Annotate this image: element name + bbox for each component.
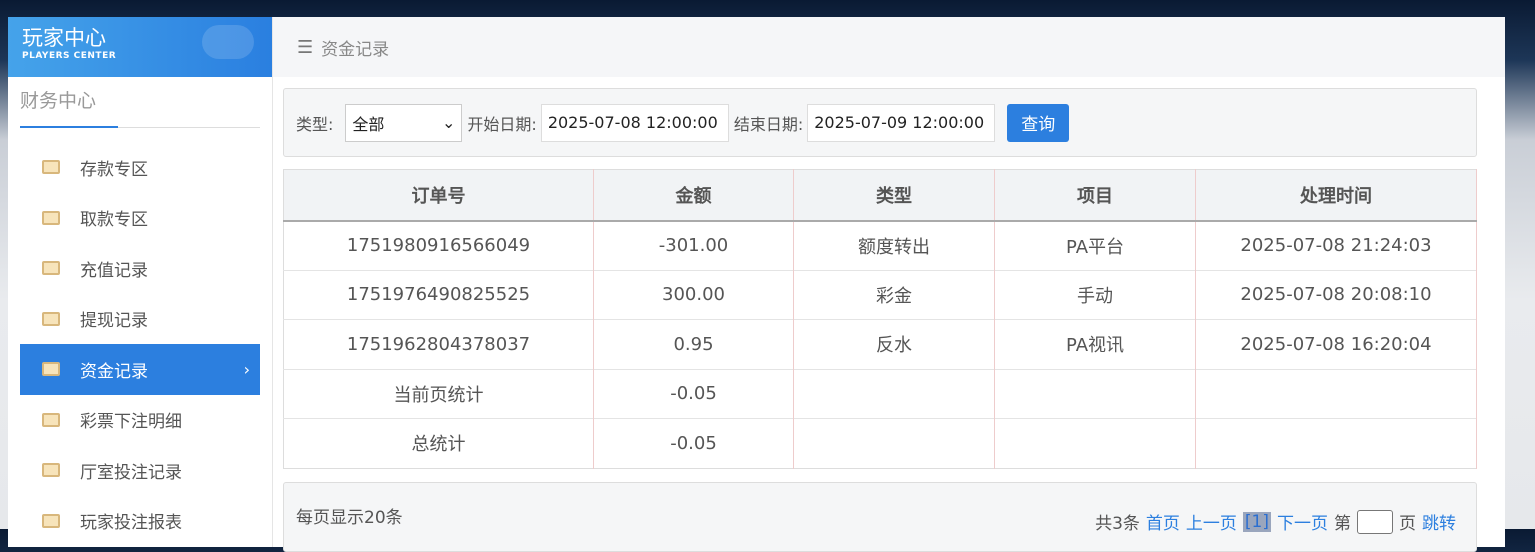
sidebar-item-label: 存款专区 bbox=[80, 159, 148, 180]
first-page-link[interactable]: 首页 bbox=[1145, 514, 1180, 534]
table-cell: 当前页统计 bbox=[283, 368, 594, 419]
table-cell: 0.95 bbox=[593, 319, 794, 369]
table-header: 订单号 金额 类型 项目 处理时间 bbox=[283, 169, 1477, 222]
col-item: 项目 bbox=[994, 169, 1196, 222]
table-cell: -0.05 bbox=[593, 418, 794, 468]
start-date-label: 开始日期: bbox=[467, 114, 537, 134]
table-cell: 2025-07-08 20:08:10 bbox=[1195, 269, 1477, 320]
deposit-card-icon bbox=[42, 160, 60, 175]
table-cell: 额度转出 bbox=[793, 220, 995, 270]
fund-records-table: 订单号 金额 类型 项目 处理时间 1751980916566049 -301.0… bbox=[283, 169, 1477, 469]
gamepad-icon bbox=[202, 25, 254, 59]
type-select[interactable]: 全部 ⌄ bbox=[345, 103, 463, 142]
jump-link[interactable]: 跳转 bbox=[1422, 514, 1456, 534]
page-prefix: 第 bbox=[1334, 514, 1351, 534]
page-suffix: 页 bbox=[1399, 514, 1416, 534]
table-row: 1751976490825525 300.00 彩金 手动 2025-07-08 20:… bbox=[283, 269, 1477, 320]
type-value: 全部 bbox=[352, 114, 385, 134]
page-number-input[interactable] bbox=[1357, 509, 1393, 534]
table-row: 当前页统计 -0.05 bbox=[283, 368, 1477, 419]
sidebar-item-deposit[interactable]: 存款专区 bbox=[20, 142, 260, 193]
sidebar-item-label: 充值记录 bbox=[80, 260, 148, 281]
money-bag-icon bbox=[42, 261, 60, 276]
sidebar-menu: 存款专区 取款专区 充值记录 提现记录 资金记录 › 彩票下注明细 厅室投注记录 … bbox=[20, 142, 260, 546]
sidebar-item-withdraw[interactable]: 取款专区 bbox=[20, 193, 260, 244]
window: 玩家中心 PLAYERS CENTER 财务中心 存款专区 取款专区 充值记录 … bbox=[8, 17, 1505, 552]
col-type: 类型 bbox=[793, 169, 995, 222]
end-date-label: 结束日期: bbox=[733, 114, 804, 134]
per-page-text: 每页显示20条 bbox=[296, 508, 403, 528]
bullet-list-icon bbox=[42, 463, 60, 478]
table-row: 总统计 -0.05 bbox=[283, 418, 1477, 468]
fund-icon bbox=[42, 362, 60, 377]
table-row: 1751980916566049 -301.00 额度转出 PA平台 2025-07-0… bbox=[283, 220, 1477, 270]
breadcrumb-label: 资金记录 bbox=[321, 39, 390, 60]
chart-icon bbox=[42, 513, 60, 528]
table-cell: 300.00 bbox=[593, 269, 794, 320]
section-title: 财务中心 bbox=[20, 89, 260, 128]
filter-bar: 类型: 全部 ⌄ 开始日期: 2025-07-08 12:00:00 结束日期: … bbox=[283, 88, 1477, 157]
wallet-icon bbox=[42, 311, 60, 326]
next-page-link[interactable]: 下一页 bbox=[1277, 514, 1328, 534]
table-cell bbox=[994, 418, 1196, 468]
table-cell: 1751976490825525 bbox=[283, 269, 594, 320]
end-date-input[interactable]: 2025-07-09 12:00:00 bbox=[807, 103, 996, 142]
table-cell: PA平台 bbox=[994, 220, 1196, 270]
sidebar-item-label: 取款专区 bbox=[80, 210, 148, 231]
sidebar-item-label: 资金记录 bbox=[80, 361, 148, 382]
table-cell bbox=[1195, 418, 1477, 468]
list-icon bbox=[42, 412, 60, 427]
table-cell: 手动 bbox=[994, 269, 1196, 320]
breadcrumb: ☰ 资金记录 bbox=[273, 17, 1505, 77]
table-cell bbox=[1195, 368, 1477, 419]
sidebar-item-label: 厅室投注记录 bbox=[80, 462, 182, 483]
current-page: [1] bbox=[1242, 511, 1271, 532]
logo: 玩家中心 PLAYERS CENTER bbox=[8, 17, 272, 77]
type-label: 类型: bbox=[296, 114, 334, 134]
total-count: 共3条 bbox=[1095, 514, 1140, 534]
table-cell: -0.05 bbox=[593, 368, 794, 419]
pagination: 每页显示20条 共3条 首页 上一页 [1] 下一页 第 页 跳转 bbox=[283, 482, 1477, 552]
withdraw-hand-icon bbox=[42, 210, 60, 225]
sidebar-item-fund-records[interactable]: 资金记录 › bbox=[20, 344, 260, 395]
table-row: 1751962804378037 0.95 反水 PA视讯 2025-07-08 16:… bbox=[283, 319, 1477, 369]
table-cell: -301.00 bbox=[593, 220, 794, 270]
sidebar-item-recharge-records[interactable]: 充值记录 bbox=[20, 243, 260, 294]
col-time: 处理时间 bbox=[1195, 169, 1477, 222]
chevron-down-icon: ⌄ bbox=[442, 113, 456, 132]
col-amount: 金额 bbox=[593, 169, 794, 222]
table-cell: 彩金 bbox=[793, 269, 995, 320]
sidebar-item-label: 玩家投注报表 bbox=[80, 513, 182, 534]
sidebar-item-hall-bets[interactable]: 厅室投注记录 bbox=[20, 445, 260, 496]
table-cell: 总统计 bbox=[283, 418, 594, 468]
section-label: 财务中心 bbox=[20, 90, 97, 112]
table-cell: 1751962804378037 bbox=[283, 319, 594, 369]
table-cell: PA视讯 bbox=[994, 319, 1196, 369]
table-cell: 2025-07-08 21:24:03 bbox=[1195, 220, 1477, 270]
sidebar-item-label: 彩票下注明细 bbox=[80, 412, 182, 433]
menu-icon[interactable]: ☰ bbox=[297, 36, 314, 58]
sidebar: 玩家中心 PLAYERS CENTER 财务中心 存款专区 取款专区 充值记录 … bbox=[8, 17, 273, 547]
sidebar-item-label: 提现记录 bbox=[80, 311, 148, 332]
col-order-no: 订单号 bbox=[283, 169, 594, 222]
sidebar-item-bet-report[interactable]: 玩家投注报表 bbox=[20, 496, 260, 547]
table-cell: 1751980916566049 bbox=[283, 220, 594, 270]
table-cell bbox=[793, 368, 995, 419]
prev-page-link[interactable]: 上一页 bbox=[1185, 514, 1237, 534]
logo-subtitle: PLAYERS CENTER bbox=[22, 51, 117, 61]
logo-title: 玩家中心 bbox=[22, 26, 106, 50]
table-cell: 反水 bbox=[793, 319, 995, 369]
sidebar-item-withdraw-records[interactable]: 提现记录 bbox=[20, 294, 260, 345]
query-button[interactable]: 查询 bbox=[1007, 103, 1070, 142]
chevron-right-icon: › bbox=[243, 359, 250, 379]
table-cell bbox=[994, 368, 1196, 419]
sidebar-item-lottery-bets[interactable]: 彩票下注明细 bbox=[20, 395, 260, 446]
start-date-input[interactable]: 2025-07-08 12:00:00 bbox=[540, 103, 729, 142]
table-cell: 2025-07-08 16:20:04 bbox=[1195, 319, 1477, 369]
table-cell bbox=[793, 418, 995, 468]
main-content: ☰ 资金记录 类型: 全部 ⌄ 开始日期: 2025-07-08 12:00:00 … bbox=[273, 17, 1505, 552]
